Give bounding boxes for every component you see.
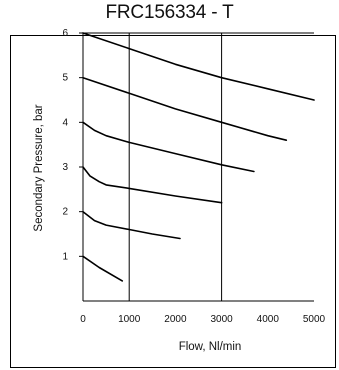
x-tick-label: 4000 bbox=[257, 314, 280, 325]
y-tick-label: 6 bbox=[62, 28, 68, 39]
pressure-curve-1 bbox=[82, 255, 124, 282]
y-tick-label: 1 bbox=[62, 251, 68, 262]
x-tick-label: 0 bbox=[80, 314, 86, 325]
pressure-curve-3 bbox=[82, 166, 223, 204]
chart-title: FRC156334 - T bbox=[105, 2, 234, 23]
pressure-curves bbox=[82, 32, 315, 282]
y-tick-label: 3 bbox=[62, 162, 68, 173]
chart-frame bbox=[10, 35, 336, 368]
y-axis-label: Secondary Pressure, bar bbox=[33, 104, 45, 231]
grid-lines bbox=[82, 32, 314, 302]
x-tick-label: 5000 bbox=[303, 314, 326, 325]
y-tick-label: 2 bbox=[62, 207, 68, 218]
x-tick-labels: 0 1000 2000 3000 4000 5000 bbox=[80, 314, 325, 325]
y-tick-label: 5 bbox=[62, 73, 68, 84]
pressure-curve-2 bbox=[82, 210, 181, 240]
pressure-curve-4 bbox=[82, 121, 255, 173]
x-tick-label: 3000 bbox=[210, 314, 233, 325]
pressure-curve-5 bbox=[82, 76, 288, 141]
y-tick-label: 4 bbox=[62, 117, 68, 128]
x-tick-label: 2000 bbox=[164, 314, 187, 325]
pressure-curve-6 bbox=[82, 32, 315, 101]
y-tick-labels: 1 2 3 4 5 6 bbox=[62, 28, 83, 262]
x-tick-label: 1000 bbox=[118, 314, 141, 325]
x-axis-label: Flow, Nl/min bbox=[179, 341, 242, 353]
